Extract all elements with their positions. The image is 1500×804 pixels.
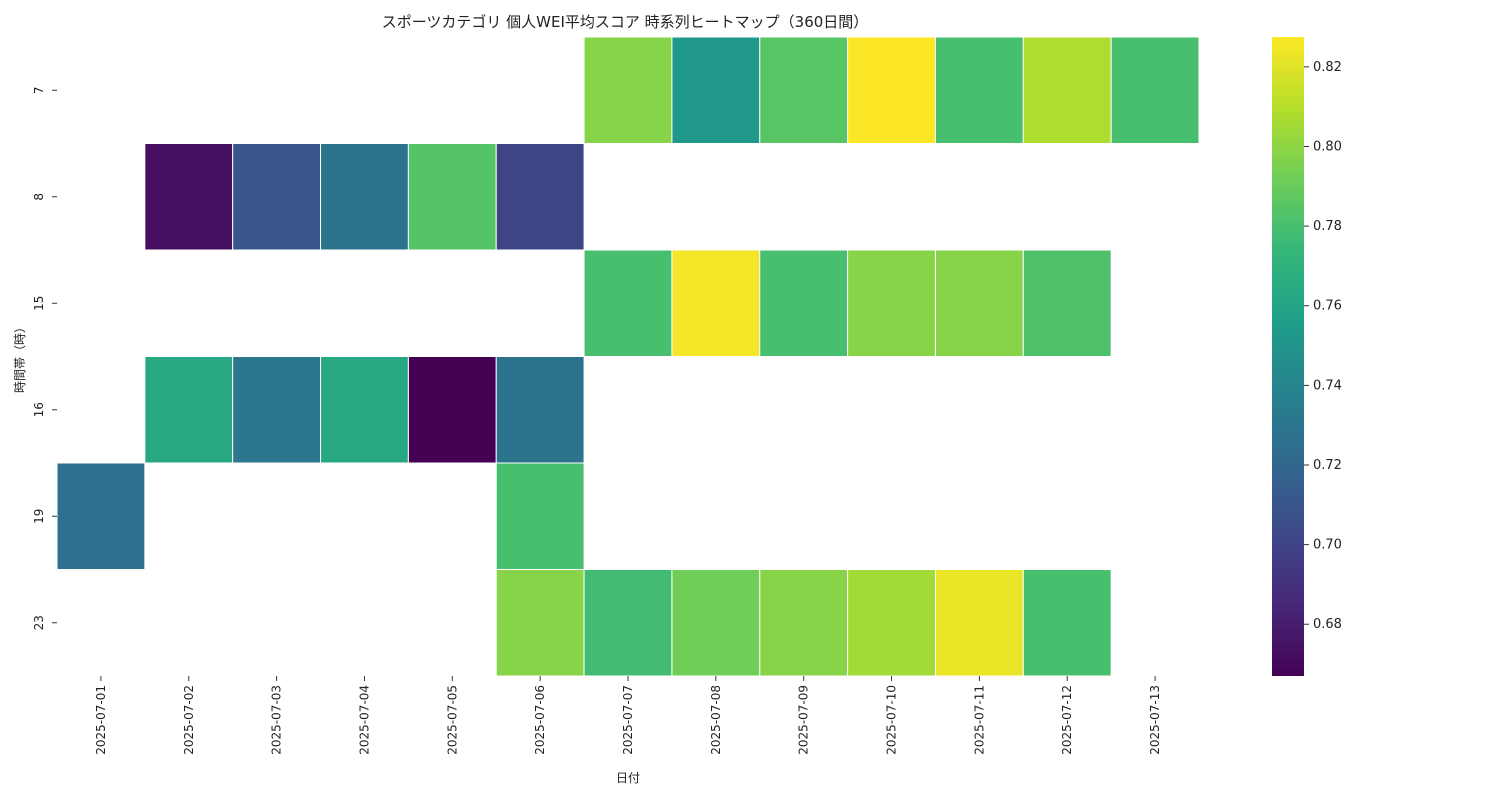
y-tick-label: 19 (32, 509, 46, 524)
heatmap-cell (407, 356, 497, 464)
y-tick-label: 23 (32, 615, 46, 630)
heatmap-cell (934, 249, 1024, 357)
x-tick-label: 2025-07-13 (1148, 685, 1162, 755)
heatmap-cell (671, 249, 761, 357)
heatmap-cell (1022, 36, 1112, 144)
heatmap-cell (495, 462, 585, 570)
heatmap-cell (1022, 249, 1112, 357)
heatmap-cell (847, 36, 936, 144)
y-tick-label: 15 (32, 296, 46, 311)
colorbar-tick-label: 0.72 (1313, 458, 1342, 473)
heatmap-cell (407, 143, 497, 251)
x-tick-label: 2025-07-12 (1060, 685, 1074, 755)
heatmap-cell (495, 356, 585, 464)
heatmap-cell (583, 36, 673, 144)
y-axis: 7 8 15 16 19 23 (32, 86, 57, 630)
colorbar-tick-label: 0.68 (1313, 617, 1342, 632)
x-tick-label: 2025-07-11 (972, 685, 986, 755)
x-tick-label: 2025-07-07 (621, 685, 635, 755)
x-axis-label: 日付 (616, 771, 640, 785)
heatmap-cell (847, 569, 936, 677)
y-axis-label: 時間帯（時） (13, 321, 27, 393)
colorbar-tick-label: 0.76 (1313, 299, 1342, 314)
x-tick-label: 2025-07-02 (182, 685, 196, 755)
heatmap-cell (144, 143, 234, 251)
heatmap-cell (671, 569, 761, 677)
colorbar (1272, 37, 1304, 676)
heatmap-cell (232, 356, 322, 464)
colorbar-tick-label: 0.82 (1313, 60, 1342, 75)
colorbar-tick-label: 0.74 (1313, 378, 1342, 393)
heatmap-cell (320, 356, 409, 464)
heatmap-cell (847, 249, 936, 357)
heatmap-cell (583, 249, 673, 357)
x-tick-label: 2025-07-04 (357, 685, 371, 755)
y-tick-label: 8 (32, 193, 46, 201)
colorbar-tick-label: 0.80 (1313, 139, 1342, 154)
x-tick-label: 2025-07-03 (270, 685, 284, 755)
heatmap-cell (759, 36, 849, 144)
heatmap-cell (759, 569, 849, 677)
x-tick-label: 2025-07-01 (94, 685, 108, 755)
heatmap-cell (934, 36, 1024, 144)
heatmap-cell (1022, 569, 1112, 677)
heatmap-cell (320, 143, 409, 251)
chart-title: スポーツカテゴリ 個人WEI平均スコア 時系列ヒートマップ（360日間） (382, 13, 869, 31)
x-tick-label: 2025-07-10 (885, 685, 899, 755)
heatmap-cell (232, 143, 322, 251)
heatmap-cell (495, 569, 585, 677)
colorbar-ticks: 0.68 0.70 0.72 0.74 0.76 0.78 0.80 0.82 (1304, 60, 1342, 632)
x-tick-label: 2025-07-08 (709, 685, 723, 755)
colorbar-tick-label: 0.78 (1313, 219, 1342, 234)
heatmap-cell (495, 143, 585, 251)
heatmap-cell (56, 462, 146, 570)
heatmap-cell (1110, 36, 1200, 144)
heatmap-cell (144, 356, 234, 464)
heatmap-cell (934, 569, 1024, 677)
colorbar-tick-label: 0.70 (1313, 538, 1342, 553)
y-tick-label: 7 (32, 86, 46, 94)
y-tick-label: 16 (32, 402, 46, 417)
x-tick-label: 2025-07-06 (533, 685, 547, 755)
x-axis: 2025-07-01 2025-07-02 2025-07-03 2025-07-04… (94, 676, 1162, 755)
heatmap-cell (583, 569, 673, 677)
heatmap-cell (671, 36, 761, 144)
x-tick-label: 2025-07-05 (445, 685, 459, 755)
x-tick-label: 2025-07-09 (797, 685, 811, 755)
heatmap-cells (56, 36, 1200, 677)
heatmap-cell (759, 249, 849, 357)
